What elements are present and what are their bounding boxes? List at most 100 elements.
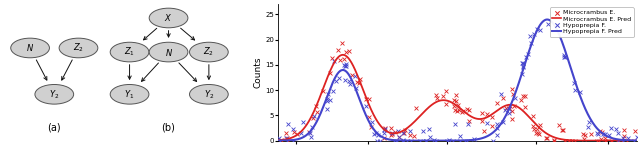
Microcrambus E. Pred [486,115,494,116]
Microcrambus E. [380,127,390,129]
Hypoprepia F. [496,93,506,95]
Microcrambus E. [352,80,362,83]
Hypoprepia F. [397,132,408,134]
Hypoprepia F. [392,139,402,142]
Circle shape [189,85,228,104]
Hypoprepia F. [455,139,465,142]
Hypoprepia F. [584,120,594,123]
Microcrambus E. [464,109,474,112]
Hypoprepia F. [340,65,351,67]
Hypoprepia F. [628,139,639,142]
Microcrambus E. [387,133,397,135]
Hypoprepia F. Pred [422,140,430,142]
Microcrambus E. [549,139,559,142]
Hypoprepia F. [559,54,569,56]
Hypoprepia F. [521,56,531,58]
Text: $Y_2$: $Y_2$ [204,88,214,101]
Microcrambus E. [366,125,376,128]
Hypoprepia F. [418,130,428,132]
Hypoprepia F. [380,132,390,134]
Hypoprepia F. Pred [275,140,282,142]
Microcrambus E. [577,133,588,135]
Microcrambus E. [492,102,502,104]
Hypoprepia F. [340,78,351,81]
Microcrambus E. [276,139,287,141]
Hypoprepia F. [393,130,403,132]
Microcrambus E. [486,125,497,127]
Microcrambus E. [438,95,448,97]
Microcrambus E. [462,107,472,110]
Microcrambus E. [612,139,622,142]
Microcrambus E. [532,128,542,130]
Microcrambus E. [560,139,570,142]
Microcrambus E. [594,139,604,142]
Microcrambus E. [487,116,497,118]
Microcrambus E. [449,109,460,112]
Microcrambus E. [557,129,568,131]
Hypoprepia F. [380,128,390,130]
Microcrambus E. [622,139,632,142]
Circle shape [110,42,149,62]
Microcrambus E. [385,126,396,129]
Microcrambus E. [508,93,518,95]
Hypoprepia F. [556,30,566,32]
Microcrambus E. [554,124,564,127]
Hypoprepia F. [481,122,492,124]
Microcrambus E. [292,133,302,135]
Microcrambus E. [324,71,335,74]
Microcrambus E. [516,99,526,101]
Hypoprepia F. [346,83,356,85]
Microcrambus E. [457,111,467,113]
Microcrambus E. [596,138,606,140]
Hypoprepia F. [468,138,479,140]
Hypoprepia F. [420,139,431,142]
Microcrambus E. [564,139,574,142]
Microcrambus E. Pred [437,99,445,101]
Hypoprepia F. [374,139,385,142]
Microcrambus E. [344,50,354,52]
Hypoprepia F. [518,62,528,64]
Hypoprepia F. [325,99,335,101]
Microcrambus E. [529,128,540,130]
Hypoprepia F. [425,136,435,138]
Hypoprepia F. [525,41,536,44]
Hypoprepia F. [525,35,536,38]
Microcrambus E. [498,96,508,99]
Hypoprepia F. [361,105,371,108]
Hypoprepia F. [367,120,377,123]
Text: $Z_1$: $Z_1$ [124,46,135,58]
Hypoprepia F. [523,52,533,55]
Hypoprepia F. [444,139,454,141]
Hypoprepia F. [570,89,580,91]
Hypoprepia F. [592,131,602,134]
Circle shape [59,38,98,58]
Hypoprepia F. Pred [367,124,374,125]
Microcrambus E. [449,99,459,101]
Microcrambus E. [408,135,419,137]
Hypoprepia F. Pred [545,19,553,21]
Microcrambus E. [304,131,314,134]
Microcrambus E. [617,139,627,142]
Hypoprepia F. Pred [437,140,445,142]
Microcrambus E. [477,120,487,122]
Hypoprepia F. [323,93,333,95]
Microcrambus E. [458,110,468,112]
Hypoprepia F. [273,137,284,140]
Microcrambus E. [600,139,610,142]
Microcrambus E. [592,139,602,142]
Hypoprepia F. Pred [515,84,522,85]
Microcrambus E. [528,115,538,117]
Hypoprepia F. [379,128,389,131]
Hypoprepia F. [341,62,351,65]
Hypoprepia F. [307,126,317,128]
Text: $N$: $N$ [164,47,173,58]
Microcrambus E. [465,120,475,122]
Microcrambus E. [280,132,291,135]
Microcrambus E. [283,139,293,142]
Microcrambus E. [400,128,410,131]
Hypoprepia F. [518,66,528,68]
Microcrambus E. Pred [545,134,553,136]
Microcrambus E. [586,133,596,135]
Microcrambus E. [532,132,543,134]
Hypoprepia F. [323,100,333,102]
